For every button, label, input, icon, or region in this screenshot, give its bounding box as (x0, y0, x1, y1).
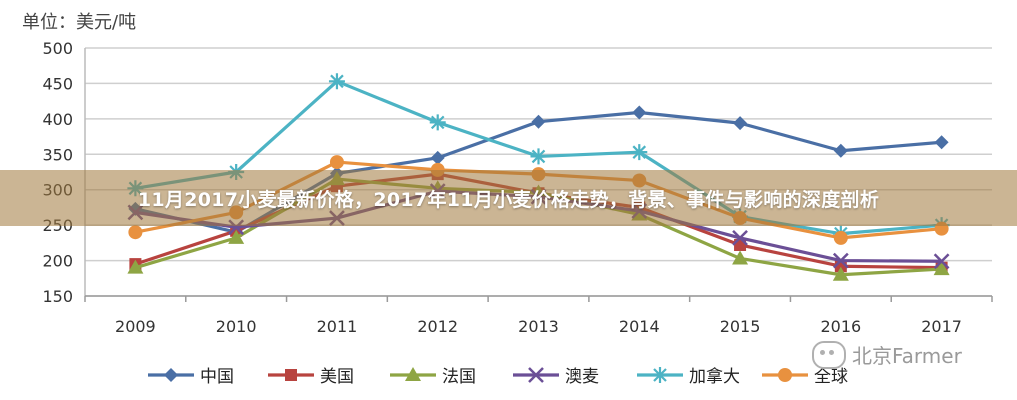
y-tick-label: 350 (42, 145, 73, 164)
legend-marker (285, 369, 297, 381)
x-tick-label: 2011 (317, 317, 358, 336)
y-tick-label: 450 (42, 74, 73, 93)
data-point (631, 144, 648, 161)
data-point (329, 155, 344, 170)
title-banner: 11月2017小麦最新价格，2017年11月小麦价格走势，背景、事件与影响的深度… (0, 170, 1017, 226)
y-tick-label: 150 (42, 287, 73, 306)
legend-marker (652, 367, 668, 383)
data-point (933, 261, 950, 276)
legend-label: 美国 (320, 367, 354, 387)
legend-label: 法国 (442, 367, 476, 387)
data-point (832, 252, 849, 269)
x-tick-label: 2016 (820, 317, 861, 336)
banner-text: 11月2017小麦最新价格，2017年11月小麦价格走势，背景、事件与影响的深度… (137, 188, 880, 211)
x-tick-label: 2017 (921, 317, 962, 336)
data-point (128, 225, 143, 240)
legend-label: 中国 (200, 367, 234, 387)
data-point (833, 143, 848, 158)
legend-marker (405, 367, 421, 381)
data-point (632, 105, 647, 120)
x-tick-label: 2012 (417, 317, 458, 336)
x-tick-label: 2014 (619, 317, 660, 336)
data-point (531, 114, 546, 129)
wechat-icon (812, 340, 846, 369)
data-point (733, 116, 748, 131)
x-tick-label: 2015 (720, 317, 761, 336)
legend-marker (778, 368, 792, 382)
legend-label: 加拿大 (689, 366, 740, 387)
watermark: 北京Farmer (812, 340, 962, 369)
data-point (328, 73, 345, 90)
y-tick-label: 200 (42, 252, 73, 271)
legend-label: 澳麦 (565, 367, 599, 387)
x-tick-label: 2013 (518, 317, 559, 336)
data-point (228, 229, 245, 244)
x-tick-label: 2010 (216, 317, 257, 336)
data-point (429, 114, 446, 131)
data-point (430, 150, 445, 165)
data-point (934, 135, 949, 150)
data-point (833, 230, 848, 245)
data-point (933, 253, 950, 270)
x-tick-label: 2009 (115, 317, 156, 336)
data-point (732, 250, 749, 265)
y-tick-label: 400 (42, 110, 73, 129)
legend-marker (164, 368, 178, 382)
data-point (127, 259, 144, 274)
data-point (832, 266, 849, 281)
y-tick-label: 500 (42, 39, 73, 58)
watermark-text: 北京Farmer (852, 344, 962, 368)
unit-label: 单位：美元/吨 (22, 12, 137, 33)
data-point (732, 230, 748, 246)
legend-label: 全球 (814, 367, 848, 387)
legend-marker (528, 367, 544, 383)
data-point (530, 148, 547, 165)
